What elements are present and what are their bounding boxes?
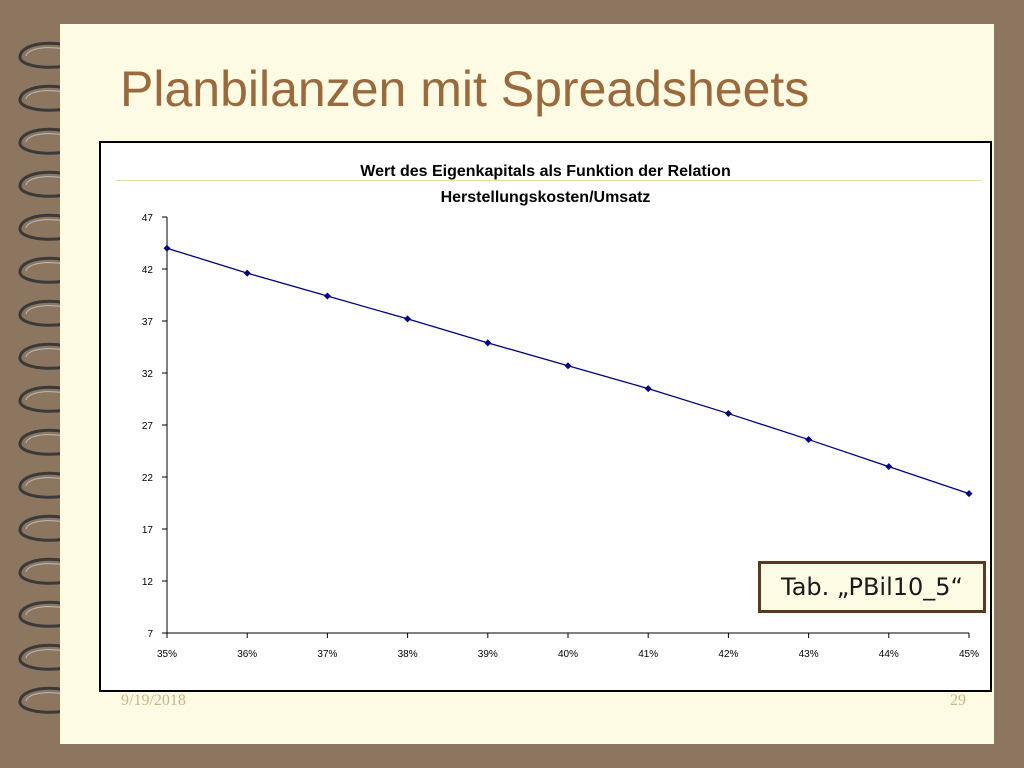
x-tick-label: 40% — [558, 649, 578, 660]
y-tick-label: 42 — [142, 265, 154, 276]
x-tick-label: 35% — [157, 649, 177, 660]
line-chart: 7 12 17 22 27 32 37 42 47 35% 36% 37% 38% 39% 40% 41% 42… — [142, 213, 979, 660]
data-point — [163, 244, 171, 252]
y-tick-label: 37 — [142, 317, 154, 328]
series-line — [166, 247, 970, 495]
data-point — [644, 385, 652, 393]
chart-title-line-1: Wert des Eigenkapitals als Funktion der … — [360, 163, 731, 180]
data-point — [404, 315, 412, 323]
x-tick-label: 36% — [237, 649, 257, 660]
y-tick-label: 22 — [142, 473, 154, 484]
slide-title: Planbilanzen mit Spreadsheets — [120, 61, 810, 117]
x-tick-label: 43% — [799, 649, 819, 660]
data-point — [243, 269, 251, 277]
y-tick-label: 47 — [142, 213, 154, 224]
page-number: 29 — [950, 692, 966, 709]
data-point — [885, 463, 893, 471]
x-tick-label: 41% — [638, 649, 658, 660]
y-tick-label: 27 — [142, 421, 154, 432]
data-point — [965, 490, 973, 498]
table-reference-label: Tab. „PBil10_5“ — [758, 561, 986, 613]
footer-date: 9/19/2018 — [121, 692, 186, 709]
title-rule — [115, 180, 982, 181]
x-tick-label: 39% — [478, 649, 498, 660]
x-tick-label: 37% — [317, 649, 337, 660]
data-point — [484, 339, 492, 347]
y-tick-label: 32 — [142, 369, 154, 380]
data-point — [323, 292, 331, 300]
chart-title-line-2: Herstellungskosten/Umsatz — [440, 189, 651, 206]
y-tick-label: 17 — [142, 525, 154, 536]
x-tick-label: 38% — [398, 649, 418, 660]
x-tick-label: 44% — [879, 649, 899, 660]
y-tick-label: 12 — [142, 577, 154, 588]
data-point — [805, 436, 813, 444]
x-tick-label: 42% — [718, 649, 738, 660]
data-point — [724, 410, 732, 418]
data-point — [564, 362, 572, 370]
y-tick-label: 7 — [147, 629, 153, 640]
x-tick-label: 45% — [959, 649, 979, 660]
